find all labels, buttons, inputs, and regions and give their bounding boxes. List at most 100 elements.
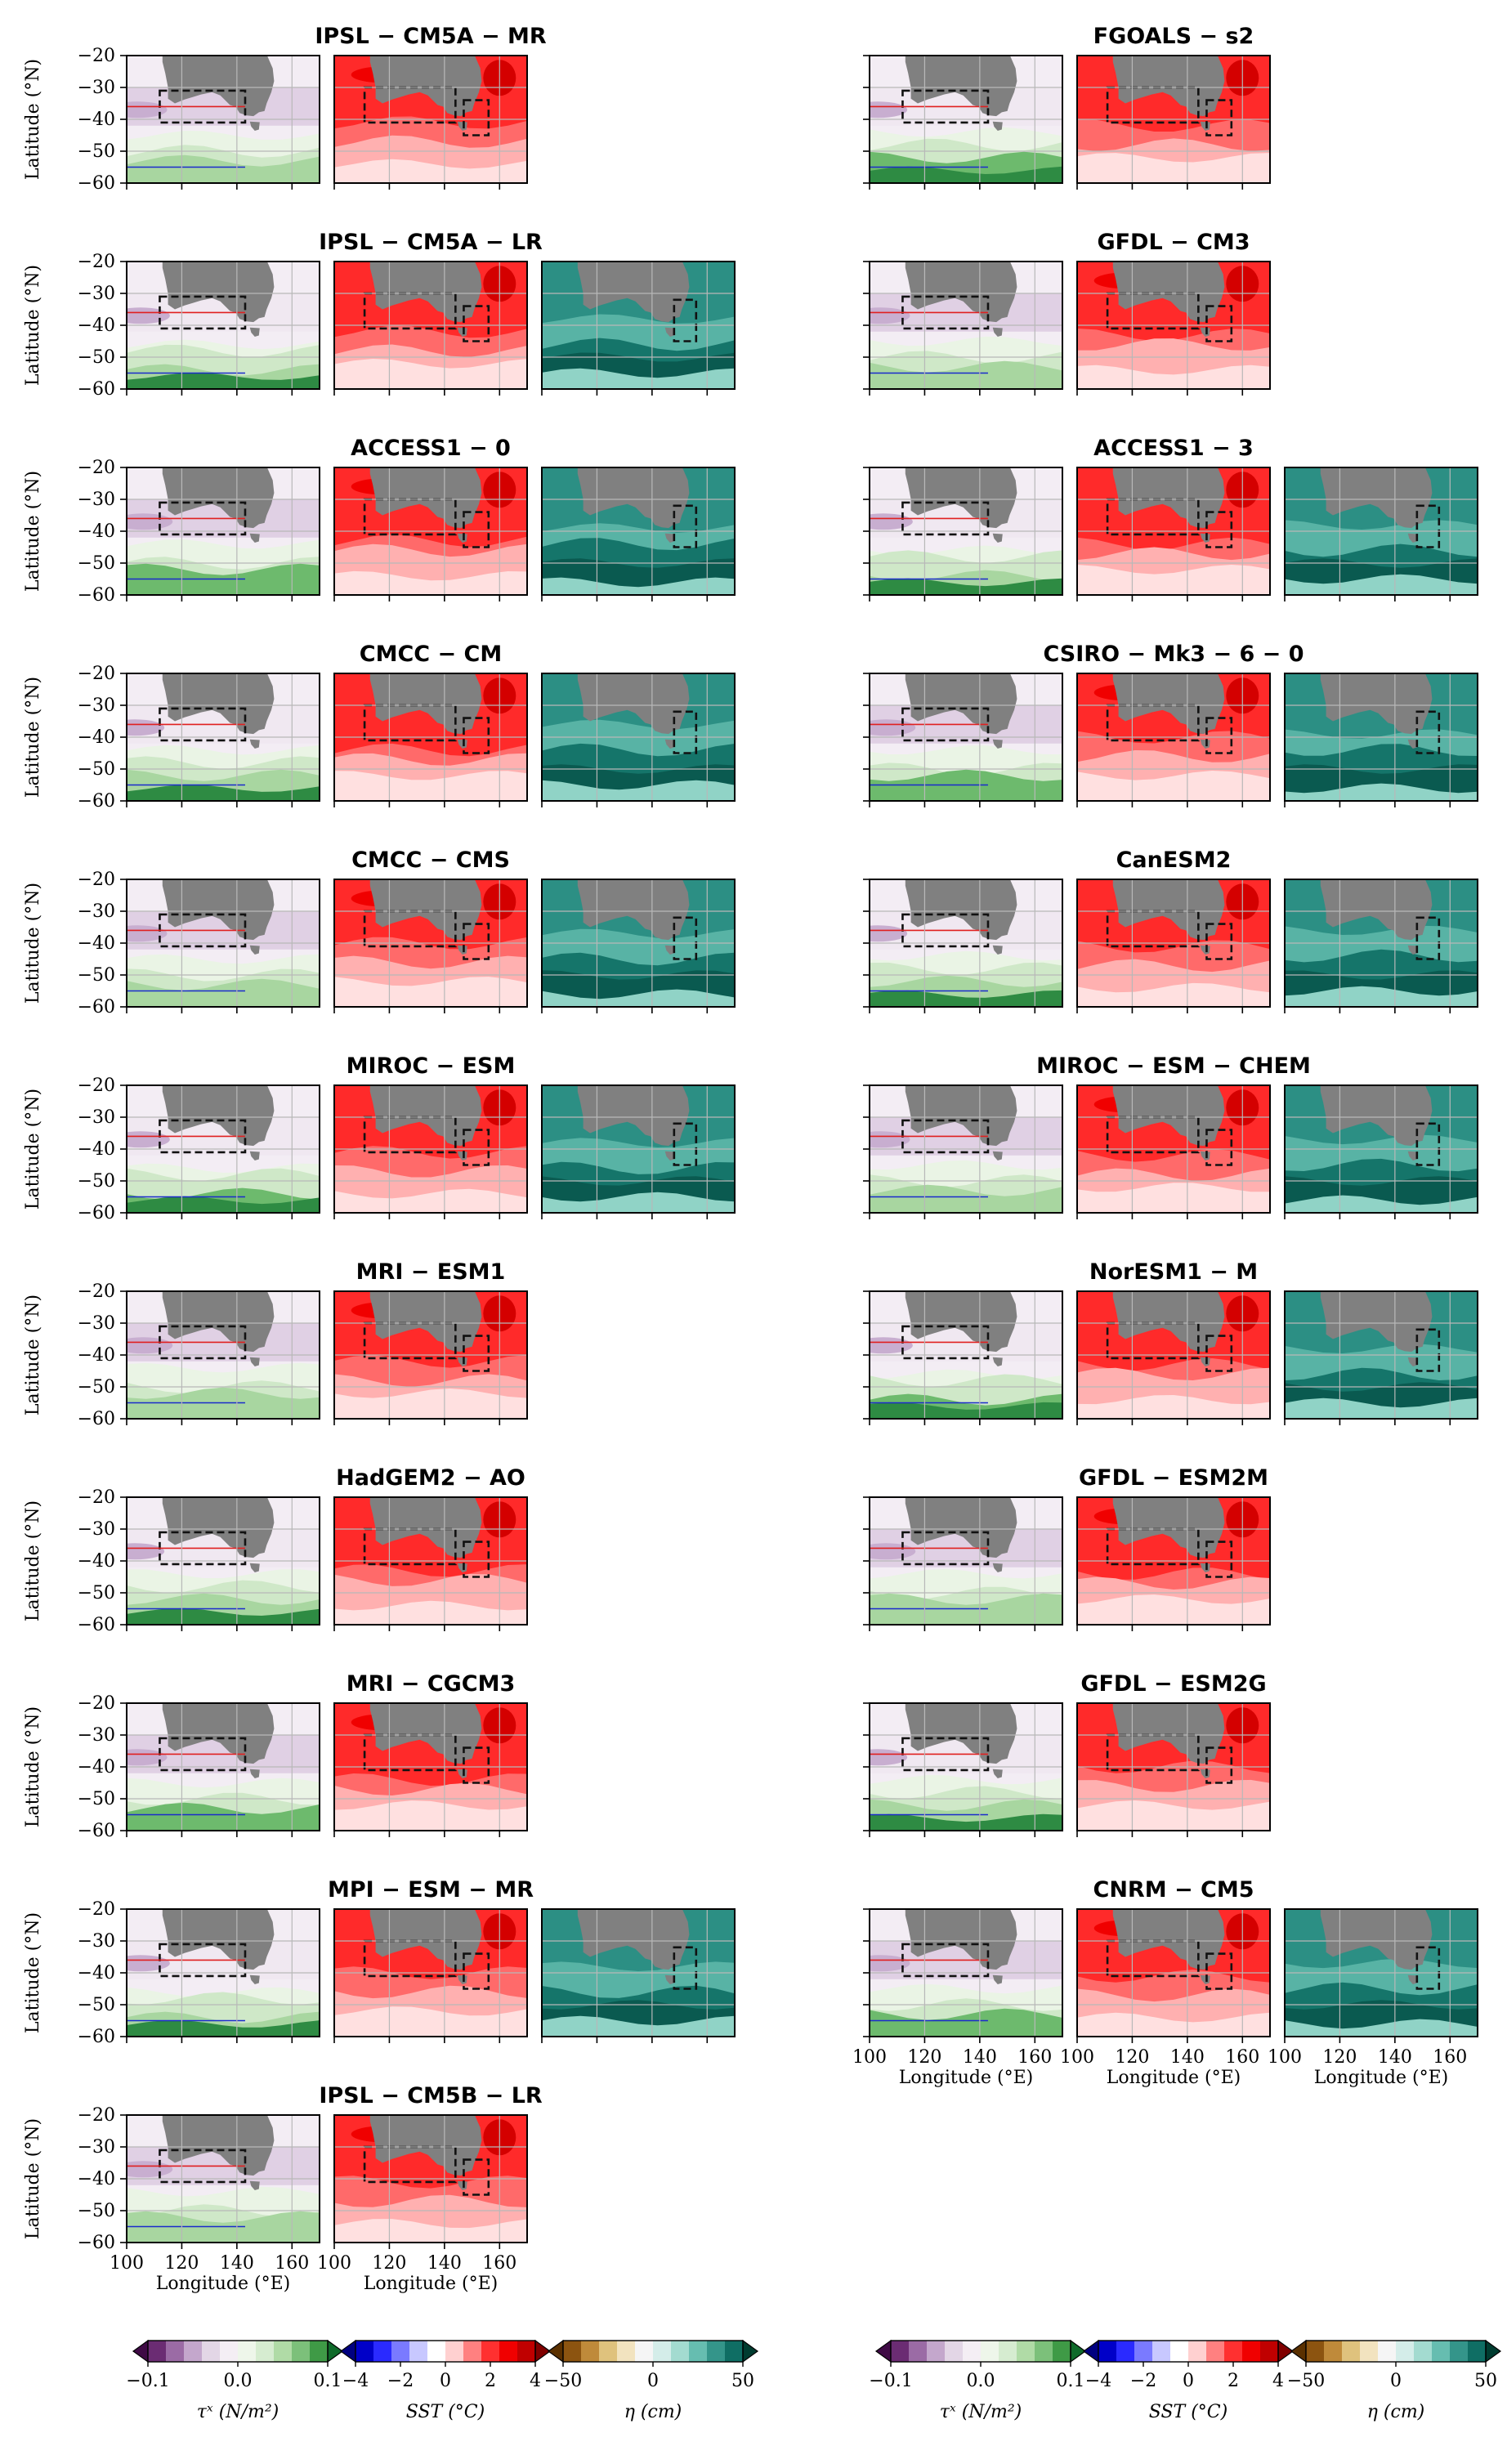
- colorbar-swatch: [373, 2341, 392, 2362]
- colorbar-swatch: [635, 2341, 654, 2362]
- sst-panel: [1076, 1084, 1271, 1219]
- y-tick-label: −40: [78, 1551, 115, 1572]
- colorbar-swatch: [445, 2341, 464, 2362]
- colorbar-swatch: [517, 2341, 536, 2362]
- y-tick-label: −60: [78, 585, 115, 606]
- y-tick-label: −40: [78, 933, 115, 954]
- colorbar-swatch: [463, 2341, 482, 2362]
- panel-title: CNRM − CM5: [1093, 1877, 1254, 1903]
- y-tick-label: −20: [78, 1281, 115, 1302]
- y-axis-label: Latitude (°N): [23, 471, 43, 592]
- model-row: CanESM2: [863, 847, 1478, 1013]
- sst-panel: [333, 673, 528, 807]
- model-row: CMCC − CM −20 −30 −40 −50 −60 Latitude (°N): [23, 642, 736, 812]
- colorbar-swatch: [356, 2341, 374, 2362]
- colorbar-swatch: [874, 2339, 892, 2363]
- colorbar-swatch: [220, 2341, 239, 2362]
- colorbar-label: SST (°C): [406, 2402, 485, 2422]
- y-tick-label: −60: [78, 379, 115, 400]
- tau-panel: −20 −30 −40 −50 −60 Latitude (°N): [23, 252, 320, 400]
- y-tick-label: −60: [78, 997, 115, 1017]
- colorbar-swatch: [132, 2339, 149, 2363]
- y-tick-label: −30: [78, 1519, 115, 1540]
- y-tick-label: −60: [78, 2233, 115, 2253]
- colorbar-swatch: [1342, 2341, 1361, 2362]
- y-tick-label: −50: [78, 965, 115, 986]
- x-tick-label: 140: [1170, 2047, 1205, 2068]
- colorbar-tick-label: 4: [1272, 2371, 1284, 2391]
- y-tick-label: −20: [78, 2105, 115, 2126]
- colorbar-swatch: [481, 2341, 500, 2362]
- y-axis-label: Latitude (°N): [23, 1295, 43, 1415]
- y-tick-label: −30: [78, 1313, 115, 1334]
- eta-panel: [1284, 467, 1478, 601]
- colorbar-swatch: [184, 2341, 203, 2362]
- tau-colorbar: −0.1 0.0 0.1 τˣ (N/m²): [126, 2339, 344, 2422]
- y-tick-label: −60: [78, 1821, 115, 1841]
- y-axis-label: Latitude (°N): [23, 1089, 43, 1210]
- y-tick-label: −30: [78, 490, 115, 510]
- y-tick-label: −60: [78, 791, 115, 812]
- x-axis-label: Longitude (°E): [364, 2274, 498, 2294]
- colorbar-swatch: [981, 2341, 999, 2362]
- model-row: FGOALS − s2: [863, 24, 1271, 190]
- y-tick-label: −50: [78, 141, 115, 162]
- sst-panel: [1076, 1496, 1271, 1631]
- y-tick-label: −50: [78, 759, 115, 780]
- colorbar-tick-label: 0.0: [967, 2371, 995, 2391]
- eta-panel: [541, 879, 736, 1013]
- eta-colorbar: −50 0 50 η (cm): [1287, 2339, 1502, 2422]
- y-tick-label: −50: [78, 2201, 115, 2221]
- y-tick-label: −40: [78, 2169, 115, 2189]
- panel-title: CSIRO − Mk3 − 6 − 0: [1043, 642, 1304, 667]
- colorbar-swatch: [1414, 2341, 1433, 2362]
- y-axis-label: Latitude (°N): [23, 59, 43, 180]
- tau-panel: −20 −30 −40 −50 −60 Latitude (°N): [23, 1899, 320, 2047]
- y-tick-label: −20: [78, 664, 115, 684]
- colorbar-swatch: [689, 2341, 708, 2362]
- tau-panel: −20 −30 −40 −50 −60 Latitude (°N): [23, 870, 320, 1017]
- colorbar-swatch: [1324, 2341, 1343, 2362]
- tau-panel: [863, 1084, 1063, 1219]
- sst-panel: [333, 261, 528, 396]
- model-row: GFDL − ESM2G: [863, 1671, 1271, 1837]
- colorbar-tick-label: −0.1: [869, 2371, 912, 2391]
- eta-panel: [1284, 879, 1478, 1013]
- panel-title: ACCESS1 − 0: [351, 436, 511, 461]
- x-tick-label: 140: [220, 2253, 254, 2274]
- colorbar-group: −0.1 0.0 0.1 τˣ (N/m²) −4 −2 0 2 4 SST (°C) −50 0 50…: [126, 2339, 1502, 2422]
- colorbar-tick-label: 0.0: [224, 2371, 253, 2391]
- model-row: MPI − ESM − MR −20 −30 −40 −50 −60 Latitude (°…: [23, 1877, 736, 2047]
- y-tick-label: −20: [78, 1075, 115, 1096]
- colorbar-tick-label: 4: [530, 2371, 541, 2391]
- y-tick-label: −30: [78, 1107, 115, 1128]
- colorbar-swatch: [292, 2341, 311, 2362]
- colorbar-swatch: [671, 2341, 690, 2362]
- colorbar-label: SST (°C): [1149, 2402, 1228, 2422]
- y-tick-label: −60: [78, 1615, 115, 1635]
- y-tick-label: −40: [78, 727, 115, 748]
- y-tick-label: −40: [78, 110, 115, 130]
- colorbar-swatch: [1306, 2341, 1325, 2362]
- x-axis-label: Longitude (°E): [899, 2068, 1033, 2088]
- y-axis-label: Latitude (°N): [23, 265, 43, 386]
- panel-title: MRI − CGCM3: [347, 1671, 516, 1697]
- colorbar-swatch: [1260, 2341, 1279, 2362]
- colorbar-swatch: [963, 2341, 982, 2362]
- tau-panel: [863, 1496, 1063, 1631]
- colorbar-swatch: [274, 2341, 293, 2362]
- model-row: GFDL − CM3: [863, 230, 1271, 396]
- y-axis-label: Latitude (°N): [23, 883, 43, 1004]
- x-tick-label: 120: [372, 2253, 406, 2274]
- panel-title: MIROC − ESM − CHEM: [1036, 1053, 1311, 1079]
- x-tick-label: 140: [427, 2253, 462, 2274]
- y-tick-label: −20: [78, 870, 115, 890]
- colorbar-swatch: [1450, 2341, 1469, 2362]
